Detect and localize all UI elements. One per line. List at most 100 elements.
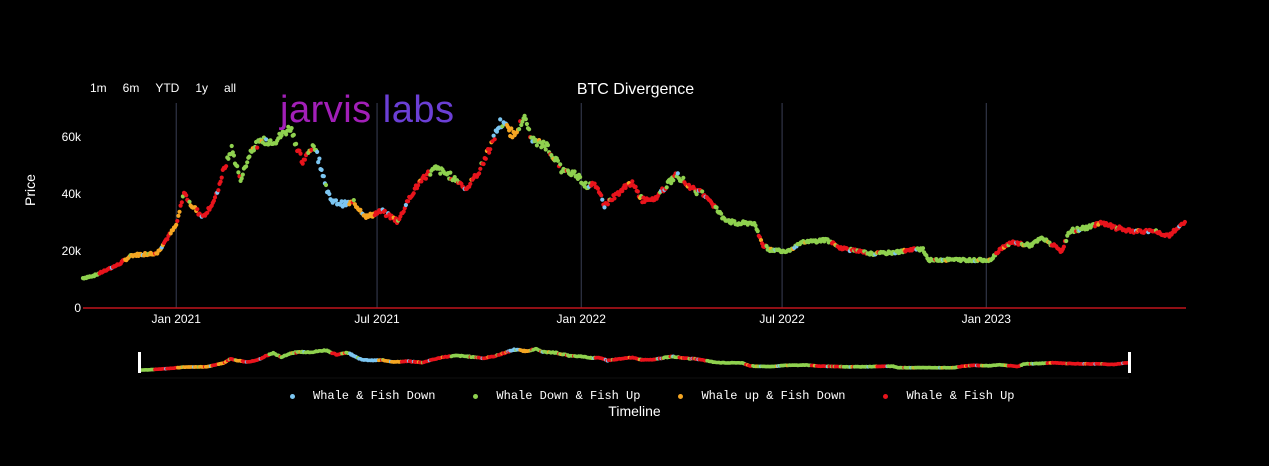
data-point[interactable] (358, 207, 363, 212)
data-point[interactable] (578, 175, 583, 180)
data-point[interactable] (1061, 244, 1066, 249)
data-point[interactable] (319, 167, 324, 172)
data-point[interactable] (527, 127, 532, 132)
data-point[interactable] (229, 143, 234, 149)
data-point[interactable] (419, 179, 424, 184)
data-point[interactable] (600, 197, 605, 202)
data-point[interactable] (231, 153, 236, 158)
data-point[interactable] (302, 157, 307, 162)
data-point[interactable] (321, 174, 326, 179)
data-point[interactable] (178, 203, 183, 208)
data-point[interactable] (251, 148, 256, 153)
data-point[interactable] (382, 208, 387, 213)
data-point[interactable] (339, 199, 344, 204)
data-point[interactable] (694, 192, 699, 197)
data-point[interactable] (583, 180, 588, 185)
data-point[interactable] (323, 182, 329, 188)
data-point[interactable] (753, 223, 758, 228)
data-point[interactable] (212, 195, 218, 200)
data-point[interactable] (524, 121, 530, 127)
data-point[interactable] (714, 205, 719, 210)
data-point[interactable] (244, 164, 249, 169)
data-point[interactable] (612, 196, 617, 201)
data-point[interactable] (543, 147, 548, 152)
data-point[interactable] (671, 178, 676, 183)
data-point[interactable] (633, 184, 638, 189)
data-point[interactable] (423, 176, 428, 181)
data-point[interactable] (247, 154, 252, 159)
data-point[interactable] (236, 170, 241, 175)
data-point[interactable] (239, 176, 244, 181)
data-point[interactable] (1182, 219, 1187, 225)
data-point[interactable] (266, 142, 271, 147)
data-point[interactable] (494, 129, 499, 134)
data-point[interactable] (235, 164, 240, 169)
data-point[interactable] (602, 205, 607, 210)
data-point[interactable] (498, 117, 503, 122)
data-point[interactable] (300, 161, 305, 166)
data-point[interactable] (592, 181, 597, 186)
data-point[interactable] (264, 137, 269, 142)
data-point[interactable] (224, 164, 229, 169)
data-point[interactable] (599, 193, 604, 198)
data-point[interactable] (545, 143, 551, 148)
data-point[interactable] (517, 127, 522, 132)
data-point[interactable] (291, 132, 296, 137)
range-button-1m[interactable]: 1m (90, 81, 107, 95)
data-point[interactable] (216, 188, 221, 193)
data-point[interactable] (630, 179, 635, 184)
data-point[interactable] (165, 237, 170, 242)
data-point[interactable] (438, 171, 443, 176)
data-point[interactable] (177, 209, 182, 214)
data-point[interactable] (309, 147, 314, 152)
range-button-1y[interactable]: 1y (195, 81, 209, 95)
data-point[interactable] (700, 189, 705, 194)
data-point[interactable] (623, 185, 628, 190)
data-point[interactable] (351, 198, 356, 203)
data-point[interactable] (448, 170, 453, 175)
data-point[interactable] (268, 138, 273, 143)
data-point[interactable] (920, 246, 926, 251)
data-point[interactable] (675, 171, 680, 176)
range-button-all[interactable]: all (224, 81, 237, 95)
data-point[interactable] (468, 181, 473, 186)
data-point[interactable] (428, 172, 433, 177)
data-point[interactable] (284, 132, 289, 137)
data-point[interactable] (520, 119, 525, 124)
range-slider-right-handle[interactable] (1128, 352, 1131, 373)
data-point[interactable] (406, 199, 411, 204)
data-point[interactable] (187, 199, 192, 204)
data-point[interactable] (541, 139, 546, 144)
data-point[interactable] (255, 145, 260, 150)
data-point[interactable] (298, 151, 303, 156)
data-point[interactable] (211, 198, 216, 203)
data-point[interactable] (175, 218, 180, 224)
data-point[interactable] (327, 191, 332, 197)
data-point[interactable] (315, 149, 320, 154)
data-point[interactable] (572, 169, 577, 174)
data-point[interactable] (488, 147, 493, 152)
range-button-ytd[interactable]: YTD (155, 81, 180, 95)
data-point[interactable] (289, 126, 294, 131)
data-point[interactable] (635, 189, 640, 194)
data-point[interactable] (478, 166, 483, 171)
data-point[interactable] (519, 122, 524, 128)
data-point[interactable] (555, 158, 561, 163)
data-point[interactable] (492, 137, 497, 142)
legend-item-whale-fish-down[interactable]: Whale & Fish Down (282, 389, 435, 403)
data-point[interactable] (317, 156, 322, 161)
data-point[interactable] (294, 141, 299, 146)
data-point[interactable] (595, 186, 601, 191)
data-point[interactable] (286, 124, 291, 129)
data-point[interactable] (523, 117, 528, 122)
data-point[interactable] (316, 160, 321, 165)
legend-item-whale-down-fish-up[interactable]: Whale Down & Fish Up (465, 389, 640, 403)
data-point[interactable] (184, 193, 189, 198)
data-point[interactable] (226, 156, 231, 161)
data-point[interactable] (509, 126, 514, 131)
data-point[interactable] (401, 209, 406, 214)
data-point[interactable] (416, 183, 421, 188)
data-point[interactable] (605, 202, 611, 207)
data-point[interactable] (219, 175, 224, 180)
legend-item-whale-up-fish-down[interactable]: Whale up & Fish Down (670, 389, 845, 403)
